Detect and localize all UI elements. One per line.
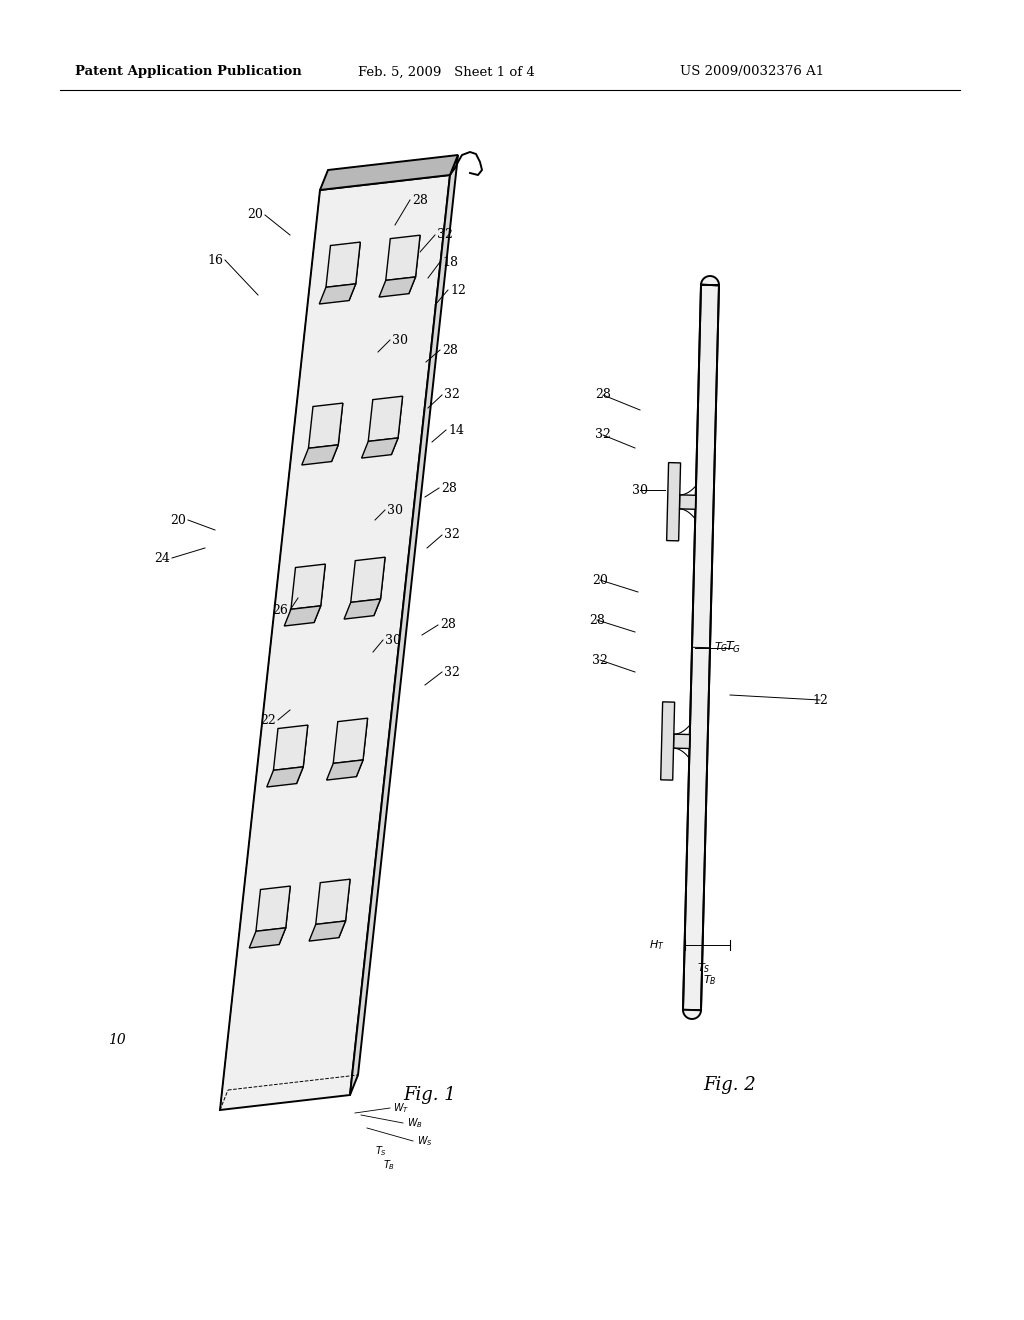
Polygon shape [339, 879, 350, 937]
Text: 12: 12 [812, 693, 828, 706]
Polygon shape [351, 557, 385, 602]
Polygon shape [386, 235, 420, 280]
Polygon shape [309, 921, 345, 941]
Polygon shape [249, 928, 286, 948]
Polygon shape [280, 886, 290, 945]
Polygon shape [660, 702, 675, 780]
Text: 32: 32 [592, 653, 608, 667]
Polygon shape [674, 734, 690, 748]
Text: Patent Application Publication: Patent Application Publication [75, 66, 302, 78]
Polygon shape [256, 886, 290, 932]
Polygon shape [315, 879, 350, 924]
Text: 32: 32 [444, 528, 460, 541]
Polygon shape [267, 767, 303, 787]
Text: $W_B$: $W_B$ [407, 1117, 423, 1130]
Text: 30: 30 [387, 503, 403, 516]
Text: 32: 32 [595, 429, 611, 441]
Text: 28: 28 [440, 619, 456, 631]
Text: 30: 30 [392, 334, 408, 346]
Polygon shape [333, 718, 368, 763]
Polygon shape [319, 154, 458, 190]
Polygon shape [308, 403, 343, 449]
Text: 18: 18 [442, 256, 458, 268]
Text: $T_B$: $T_B$ [383, 1158, 395, 1172]
Polygon shape [314, 564, 326, 623]
Polygon shape [273, 725, 308, 771]
Text: 24: 24 [154, 552, 170, 565]
Polygon shape [297, 725, 308, 784]
Text: 12: 12 [451, 284, 466, 297]
Text: 28: 28 [595, 388, 611, 401]
Text: $W_T$: $W_T$ [393, 1101, 410, 1115]
Polygon shape [361, 438, 398, 458]
Text: 16: 16 [207, 253, 223, 267]
Polygon shape [319, 284, 355, 304]
Polygon shape [327, 760, 364, 780]
Text: $T_G$: $T_G$ [725, 640, 741, 655]
Text: 20: 20 [170, 513, 186, 527]
Text: $T_B$: $T_B$ [702, 973, 717, 987]
Polygon shape [350, 154, 458, 1096]
Polygon shape [344, 599, 381, 619]
Polygon shape [683, 1010, 701, 1019]
Text: 30: 30 [385, 634, 401, 647]
Text: 22: 22 [260, 714, 275, 726]
Polygon shape [369, 396, 402, 441]
Polygon shape [220, 176, 450, 1110]
Text: US 2009/0032376 A1: US 2009/0032376 A1 [680, 66, 824, 78]
Text: 32: 32 [437, 228, 453, 242]
Text: 28: 28 [412, 194, 428, 206]
Polygon shape [683, 285, 719, 1010]
Text: 28: 28 [442, 343, 458, 356]
Text: 32: 32 [444, 665, 460, 678]
Text: 30: 30 [632, 483, 648, 496]
Polygon shape [680, 495, 695, 510]
Polygon shape [285, 606, 321, 626]
Polygon shape [356, 718, 368, 776]
Text: 28: 28 [589, 614, 605, 627]
Text: $W_S$: $W_S$ [417, 1134, 433, 1148]
Polygon shape [332, 403, 343, 462]
Polygon shape [409, 235, 420, 293]
Text: 10: 10 [108, 1034, 126, 1047]
Polygon shape [391, 396, 402, 454]
Text: Fig. 1: Fig. 1 [403, 1086, 457, 1104]
Text: 32: 32 [444, 388, 460, 401]
Text: 26: 26 [272, 603, 288, 616]
Polygon shape [701, 276, 719, 285]
Text: 28: 28 [441, 482, 457, 495]
Text: Feb. 5, 2009   Sheet 1 of 4: Feb. 5, 2009 Sheet 1 of 4 [358, 66, 535, 78]
Text: 14: 14 [449, 424, 464, 437]
Text: 20: 20 [592, 573, 608, 586]
Polygon shape [374, 557, 385, 615]
Text: $T_S$: $T_S$ [696, 961, 711, 975]
Polygon shape [349, 242, 360, 301]
Text: $T_G$: $T_G$ [714, 640, 728, 655]
Polygon shape [302, 445, 338, 465]
Text: $T_S$: $T_S$ [375, 1144, 387, 1158]
Text: Fig. 2: Fig. 2 [703, 1076, 757, 1094]
Polygon shape [379, 277, 416, 297]
Polygon shape [667, 462, 681, 541]
Polygon shape [326, 242, 360, 288]
Text: 20: 20 [247, 209, 263, 222]
Polygon shape [291, 564, 326, 610]
Text: $H_T$: $H_T$ [649, 939, 665, 952]
